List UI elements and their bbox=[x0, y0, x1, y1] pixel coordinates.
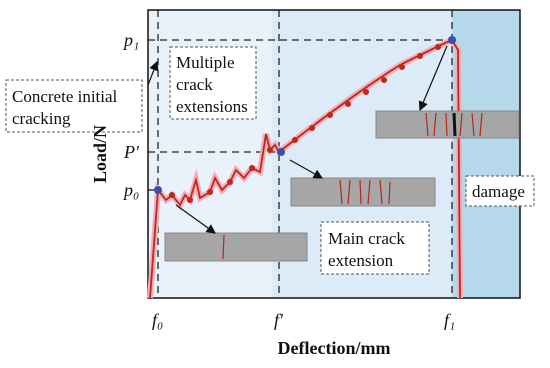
region-damage bbox=[452, 10, 520, 298]
note-box bbox=[169, 46, 257, 120]
annotation: cracking bbox=[12, 109, 71, 128]
point-p0 bbox=[154, 186, 162, 194]
note-box bbox=[465, 175, 535, 207]
annotation: Concrete initial bbox=[12, 87, 118, 106]
arrow bbox=[175, 204, 216, 234]
note-box bbox=[320, 221, 430, 275]
crack bbox=[339, 179, 391, 205]
point-pp bbox=[277, 148, 285, 156]
main-crack bbox=[452, 112, 457, 137]
annotation: extensions bbox=[176, 97, 248, 116]
crack bbox=[425, 112, 483, 137]
x-tick-label: f₀ bbox=[152, 310, 163, 330]
y-tick-label: p₁ bbox=[122, 30, 139, 50]
y-tick-label: P' bbox=[123, 142, 140, 162]
beam-1 bbox=[164, 232, 308, 262]
arrow bbox=[289, 159, 324, 179]
beam-3 bbox=[375, 110, 520, 139]
load-curve bbox=[149, 38, 461, 299]
beam-2 bbox=[290, 177, 436, 207]
note-box bbox=[5, 79, 143, 133]
x-tick-label: f' bbox=[274, 310, 284, 330]
arrow bbox=[147, 60, 159, 86]
annotation: extension bbox=[328, 251, 394, 270]
y-axis-label: Load/N bbox=[90, 125, 110, 183]
x-tick-label: f₁ bbox=[444, 310, 455, 330]
crack bbox=[222, 234, 225, 260]
annotation: damage bbox=[472, 182, 525, 201]
point-p1 bbox=[448, 36, 456, 44]
annotation: Main crack bbox=[328, 229, 405, 248]
curve-points bbox=[169, 44, 441, 203]
plot-frame bbox=[147, 9, 521, 299]
arrow bbox=[418, 45, 448, 112]
x-axis-label: Deflection/mm bbox=[278, 338, 391, 358]
annotation: Multiple bbox=[176, 53, 235, 72]
y-tick-label: p₀ bbox=[122, 180, 139, 200]
annotation: crack bbox=[176, 75, 213, 94]
